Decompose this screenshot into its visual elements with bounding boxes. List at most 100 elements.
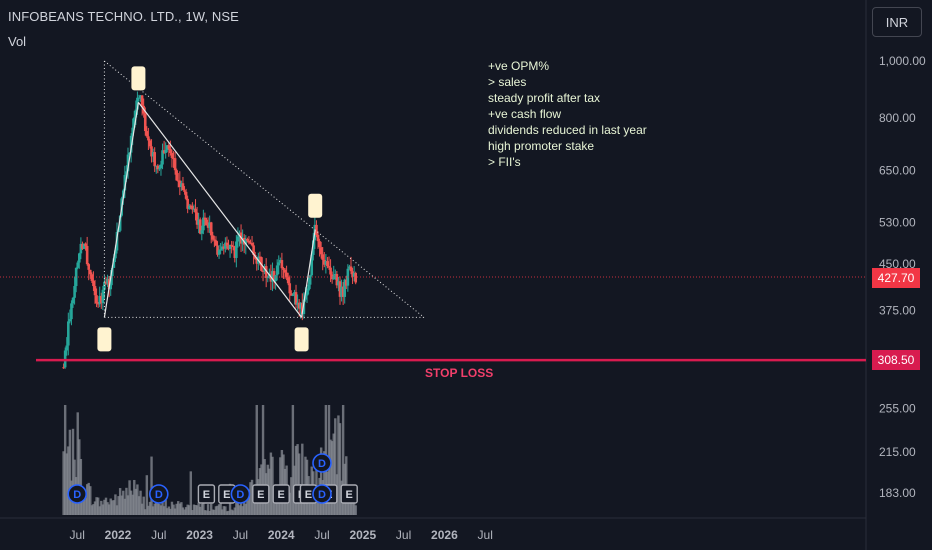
- volume-bar: [159, 505, 163, 515]
- candle-body: [224, 242, 227, 249]
- candle-body: [181, 183, 185, 191]
- volume-bar: [63, 405, 67, 515]
- dividend-event[interactable]: [67, 484, 87, 504]
- volume-bar: [109, 498, 112, 515]
- trendline[interactable]: [103, 102, 139, 318]
- volume-bar: [133, 479, 136, 515]
- chart-title: INFOBEANS TECHNO. LTD., 1W, NSE: [8, 9, 239, 24]
- volume-bar: [172, 504, 175, 515]
- volume-bar: [216, 505, 219, 515]
- earnings-event-label: E: [223, 489, 230, 501]
- candle-body: [235, 241, 238, 258]
- currency-button[interactable]: INR: [872, 7, 922, 37]
- volume-bar: [71, 428, 75, 515]
- candle-body: [343, 279, 347, 297]
- candle-body: [112, 258, 116, 268]
- time-axis-tick: Jul: [151, 528, 166, 542]
- candle-body: [288, 283, 292, 294]
- candle-body: [340, 286, 343, 297]
- candle-body: [65, 345, 69, 351]
- candle-body: [194, 208, 197, 213]
- trendline[interactable]: [301, 229, 316, 318]
- candle-body: [205, 219, 208, 225]
- volume-bar: [137, 496, 141, 515]
- earnings-event[interactable]: [197, 484, 216, 504]
- candle-body: [250, 243, 254, 246]
- volume-bar: [219, 503, 222, 515]
- volume-bar: [224, 506, 227, 515]
- candle-body: [209, 222, 213, 236]
- candle-body: [290, 293, 293, 296]
- volume-bar: [175, 503, 178, 515]
- candle-body: [183, 190, 186, 192]
- candle-body: [247, 240, 251, 243]
- candle-body: [165, 145, 169, 150]
- candle-body: [296, 302, 299, 305]
- candle-body: [186, 198, 189, 209]
- volume-bar: [131, 494, 134, 515]
- dividend-event[interactable]: [230, 484, 251, 504]
- candle-body: [285, 272, 288, 278]
- time-axis-tick: 2024: [268, 528, 295, 542]
- dividend-event[interactable]: [312, 453, 332, 473]
- volume-bar: [114, 494, 117, 515]
- candle-body: [139, 95, 142, 98]
- pivot-marker[interactable]: [308, 193, 323, 218]
- volume-bar: [330, 441, 334, 515]
- pivot-marker[interactable]: [97, 327, 112, 352]
- volume-bar: [122, 490, 125, 515]
- earnings-event-label: E: [346, 489, 353, 501]
- volume-bar: [126, 495, 130, 515]
- pivot-marker[interactable]: [294, 327, 309, 352]
- earnings-event-label: E: [305, 489, 312, 501]
- candle-body: [258, 256, 262, 258]
- candle-body: [136, 97, 139, 110]
- candle-body: [344, 279, 348, 286]
- candle-body: [346, 268, 350, 286]
- earnings-event[interactable]: [340, 484, 358, 504]
- analysis-note: +ve OPM% > sales steady profit after tax…: [488, 58, 647, 170]
- price-axis-tick: 183.00: [879, 486, 916, 500]
- volume-bar: [89, 486, 92, 515]
- volume-bar: [164, 500, 167, 515]
- candle-body: [191, 206, 194, 210]
- note-line: > sales: [488, 75, 527, 89]
- volume-indicator-label[interactable]: Vol: [8, 34, 27, 49]
- pivot-marker[interactable]: [131, 66, 146, 91]
- volume-bar: [161, 499, 164, 515]
- volume-bar: [334, 418, 337, 515]
- trendline[interactable]: [137, 101, 303, 318]
- candle-body: [291, 294, 295, 296]
- candle-body: [217, 250, 221, 255]
- candle-body: [213, 239, 216, 241]
- candle-body: [321, 254, 325, 260]
- volume-bar: [197, 502, 200, 515]
- time-axis-tick: 2022: [105, 528, 132, 542]
- volume-bar: [104, 497, 108, 515]
- candle-body: [202, 217, 205, 231]
- candle-body: [351, 271, 354, 277]
- candle-body: [326, 261, 329, 267]
- earnings-event[interactable]: [272, 484, 290, 504]
- candle-body: [74, 267, 78, 287]
- candle-body: [208, 222, 211, 228]
- volume-bar: [62, 451, 65, 515]
- volume-bar: [129, 490, 133, 515]
- candle-body: [162, 150, 166, 153]
- volume-bar: [184, 507, 188, 515]
- candle-body: [145, 131, 149, 137]
- candle-body: [132, 117, 136, 128]
- candle-body: [170, 153, 174, 158]
- trendline[interactable]: [104, 60, 425, 318]
- volume-bar: [250, 479, 254, 515]
- candle-body: [222, 246, 226, 249]
- candle-body: [71, 297, 75, 304]
- dividend-event[interactable]: [312, 484, 332, 504]
- earnings-event[interactable]: [252, 484, 270, 504]
- dividend-event[interactable]: [149, 484, 169, 504]
- candle-body: [153, 152, 156, 167]
- candle-body: [246, 239, 249, 241]
- earnings-event-label: E: [203, 489, 210, 501]
